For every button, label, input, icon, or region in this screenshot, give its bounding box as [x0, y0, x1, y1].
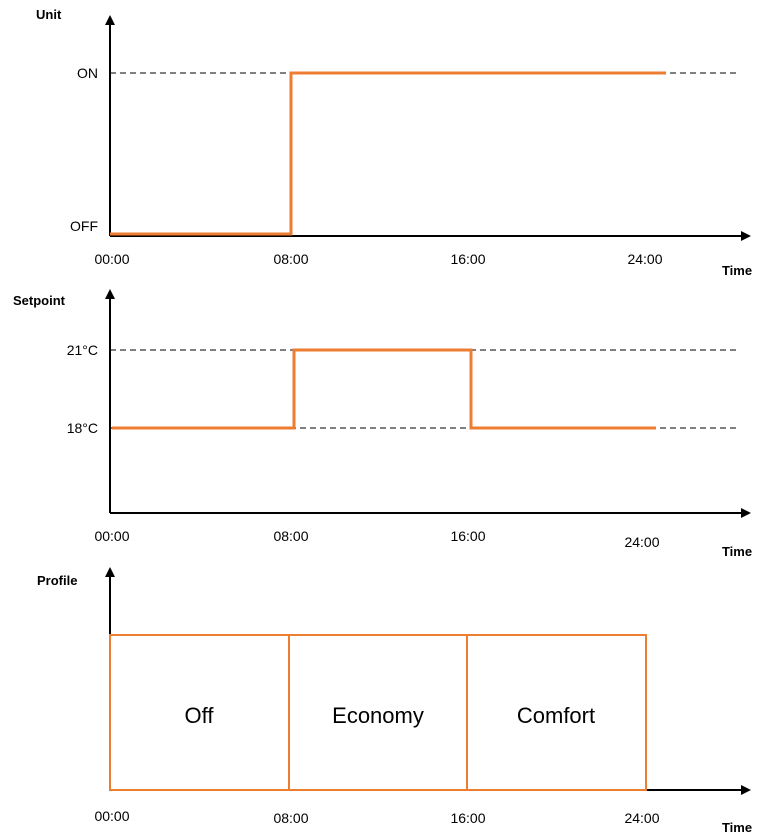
- setpoint-x-tick-3: 24:00: [624, 534, 659, 550]
- unit-x-tick-1: 08:00: [273, 251, 308, 267]
- unit-x-tick-3: 24:00: [627, 251, 662, 267]
- setpoint-x-tick-1: 08:00: [273, 528, 308, 544]
- setpoint-y-title: Setpoint: [13, 293, 66, 308]
- profile-x-title: Time: [722, 820, 752, 834]
- profile-x-tick-1: 08:00: [273, 810, 308, 826]
- setpoint-x-title: Time: [722, 544, 752, 559]
- unit-step-line: [110, 71, 666, 236]
- profile-x-tick-3: 24:00: [624, 810, 659, 826]
- profile-panel: Profile Off Economy Comfort 00:00 08:00 …: [37, 567, 752, 834]
- profile-segment-label-economy: Economy: [332, 703, 424, 728]
- setpoint-level-label-21: 21°C: [67, 342, 98, 358]
- unit-x-tick-0: 00:00: [94, 251, 129, 267]
- unit-level-label-off: OFF: [70, 218, 98, 234]
- setpoint-step-line: [112, 348, 656, 430]
- profile-segment-label-comfort: Comfort: [517, 703, 595, 728]
- setpoint-level-label-18: 18°C: [67, 420, 98, 436]
- setpoint-panel: Setpoint 21°C 18°C 00:00 08:00 16:00 24:…: [13, 289, 752, 559]
- setpoint-x-tick-0: 00:00: [94, 528, 129, 544]
- profile-segment-label-off: Off: [185, 703, 215, 728]
- setpoint-x-tick-2: 16:00: [450, 528, 485, 544]
- unit-level-label-on: ON: [77, 65, 98, 81]
- profile-segment-comfort: [466, 634, 647, 791]
- profile-x-tick-2: 16:00: [450, 810, 485, 826]
- unit-x-title: Time: [722, 263, 752, 278]
- unit-y-title: Unit: [36, 7, 62, 22]
- profile-x-tick-0: 00:00: [94, 808, 129, 824]
- unit-panel: Unit ON OFF 00:00 08:00 16:00 24:00 Time: [36, 7, 752, 278]
- unit-x-tick-2: 16:00: [450, 251, 485, 267]
- profile-y-title: Profile: [37, 573, 77, 588]
